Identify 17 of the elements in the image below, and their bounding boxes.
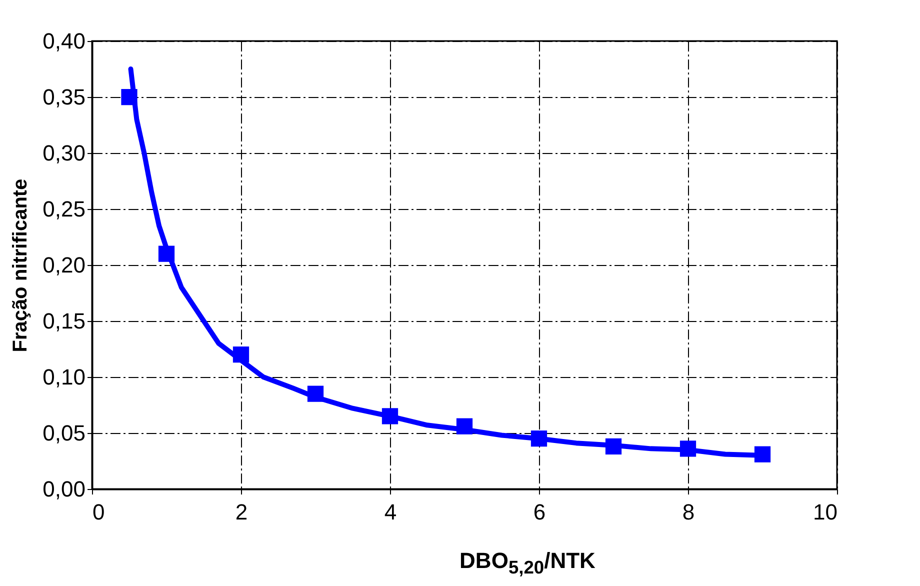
y-tick-label: 0,05 bbox=[42, 420, 86, 446]
x-tick-label: 2 bbox=[235, 500, 248, 524]
x-tick-label: 10 bbox=[813, 500, 838, 524]
y-tick-label: 0,35 bbox=[42, 84, 86, 110]
y-tick-label: 0,20 bbox=[42, 252, 86, 278]
x-axis-title: DBO$_{5,20}$/NTK bbox=[458, 548, 596, 578]
x-tick-label: 8 bbox=[682, 500, 695, 524]
y-tick-label: 0,40 bbox=[42, 28, 86, 54]
y-axis-title: Fração nitrificante bbox=[10, 178, 32, 352]
y-tick-label: 0,00 bbox=[42, 476, 86, 502]
x-tick-label: 6 bbox=[533, 500, 546, 524]
x-tick-label: 0 bbox=[92, 500, 105, 524]
y-tick-label: 0,10 bbox=[42, 364, 86, 390]
y-tick-label: 0,15 bbox=[42, 308, 86, 334]
y-tick-label: 0,30 bbox=[42, 140, 86, 166]
y-tick-label: 0,25 bbox=[42, 196, 86, 222]
x-tick-label: 4 bbox=[384, 500, 397, 524]
